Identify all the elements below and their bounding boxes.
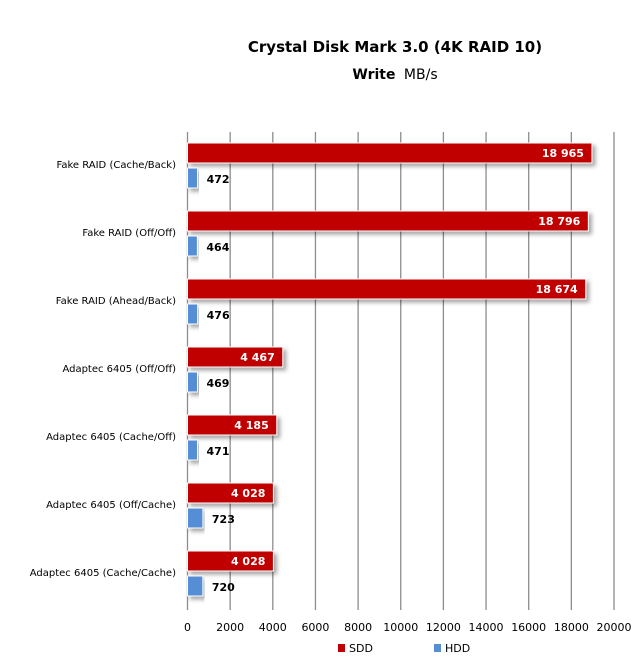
x-tick-label: 8000 — [344, 621, 372, 634]
data-label-sdd: 18 796 — [538, 215, 580, 228]
data-label-sdd: 4 185 — [234, 419, 268, 432]
data-label-hdd: 723 — [212, 513, 235, 526]
data-label-sdd: 4 467 — [240, 351, 274, 364]
subtitle-bold: Write — [352, 67, 395, 83]
bar-sdd — [187, 210, 589, 232]
chart-subtitle: Write MB/s — [352, 67, 437, 83]
bar-sdd — [187, 482, 274, 504]
bar-hdd — [187, 575, 204, 597]
data-label-hdd: 472 — [207, 173, 230, 186]
bar-sdd — [187, 414, 278, 436]
subtitle-unit: MB/s — [404, 67, 438, 83]
legend-label-hdd: HDD — [445, 642, 470, 655]
bar-sdd — [187, 142, 593, 164]
chart-title: Crystal Disk Mark 3.0 (4K RAID 10) — [248, 38, 542, 56]
bar-hdd — [187, 439, 199, 461]
category-label: Fake RAID (Ahead/Back) — [56, 296, 176, 307]
data-label-hdd: 476 — [207, 309, 230, 322]
bar-sdd — [187, 346, 284, 368]
bar-hdd — [187, 371, 199, 393]
data-label-hdd: 720 — [212, 581, 235, 594]
category-label: Adaptec 6405 (Cache/Off) — [46, 432, 176, 443]
x-tick-label: 0 — [184, 621, 191, 634]
bar-hdd — [187, 507, 204, 529]
data-label-sdd: 4 028 — [231, 487, 265, 500]
legend-swatch-sdd — [338, 644, 345, 652]
category-label: Fake RAID (Off/Off) — [82, 228, 176, 239]
bar-sdd — [187, 278, 587, 300]
x-tick-label: 12000 — [426, 621, 461, 634]
bar-sdd — [187, 550, 274, 572]
legend-label-sdd: SDD — [349, 642, 373, 655]
bar-hdd — [187, 235, 198, 257]
category-label: Adaptec 6405 (Off/Cache) — [46, 500, 176, 511]
x-tick-label: 4000 — [259, 621, 287, 634]
x-tick-label: 2000 — [216, 621, 244, 634]
x-tick-label: 14000 — [469, 621, 504, 634]
data-label-hdd: 469 — [207, 377, 230, 390]
category-label: Adaptec 6405 (Cache/Cache) — [30, 568, 176, 579]
x-tick-label: 10000 — [383, 621, 418, 634]
data-label-sdd: 4 028 — [231, 555, 265, 568]
x-tick-label: 18000 — [554, 621, 589, 634]
category-label: Fake RAID (Cache/Back) — [57, 160, 177, 171]
data-label-hdd: 464 — [206, 241, 229, 254]
data-label-hdd: 471 — [207, 445, 230, 458]
x-tick-label: 20000 — [597, 621, 632, 634]
x-tick-label: 16000 — [511, 621, 546, 634]
x-tick-label: 6000 — [301, 621, 329, 634]
data-label-sdd: 18 965 — [542, 147, 584, 160]
category-label: Adaptec 6405 (Off/Off) — [62, 364, 176, 375]
bar-hdd — [187, 167, 199, 189]
legend-swatch-hdd — [434, 644, 441, 652]
bar-hdd — [187, 303, 199, 325]
data-label-sdd: 18 674 — [536, 283, 578, 296]
